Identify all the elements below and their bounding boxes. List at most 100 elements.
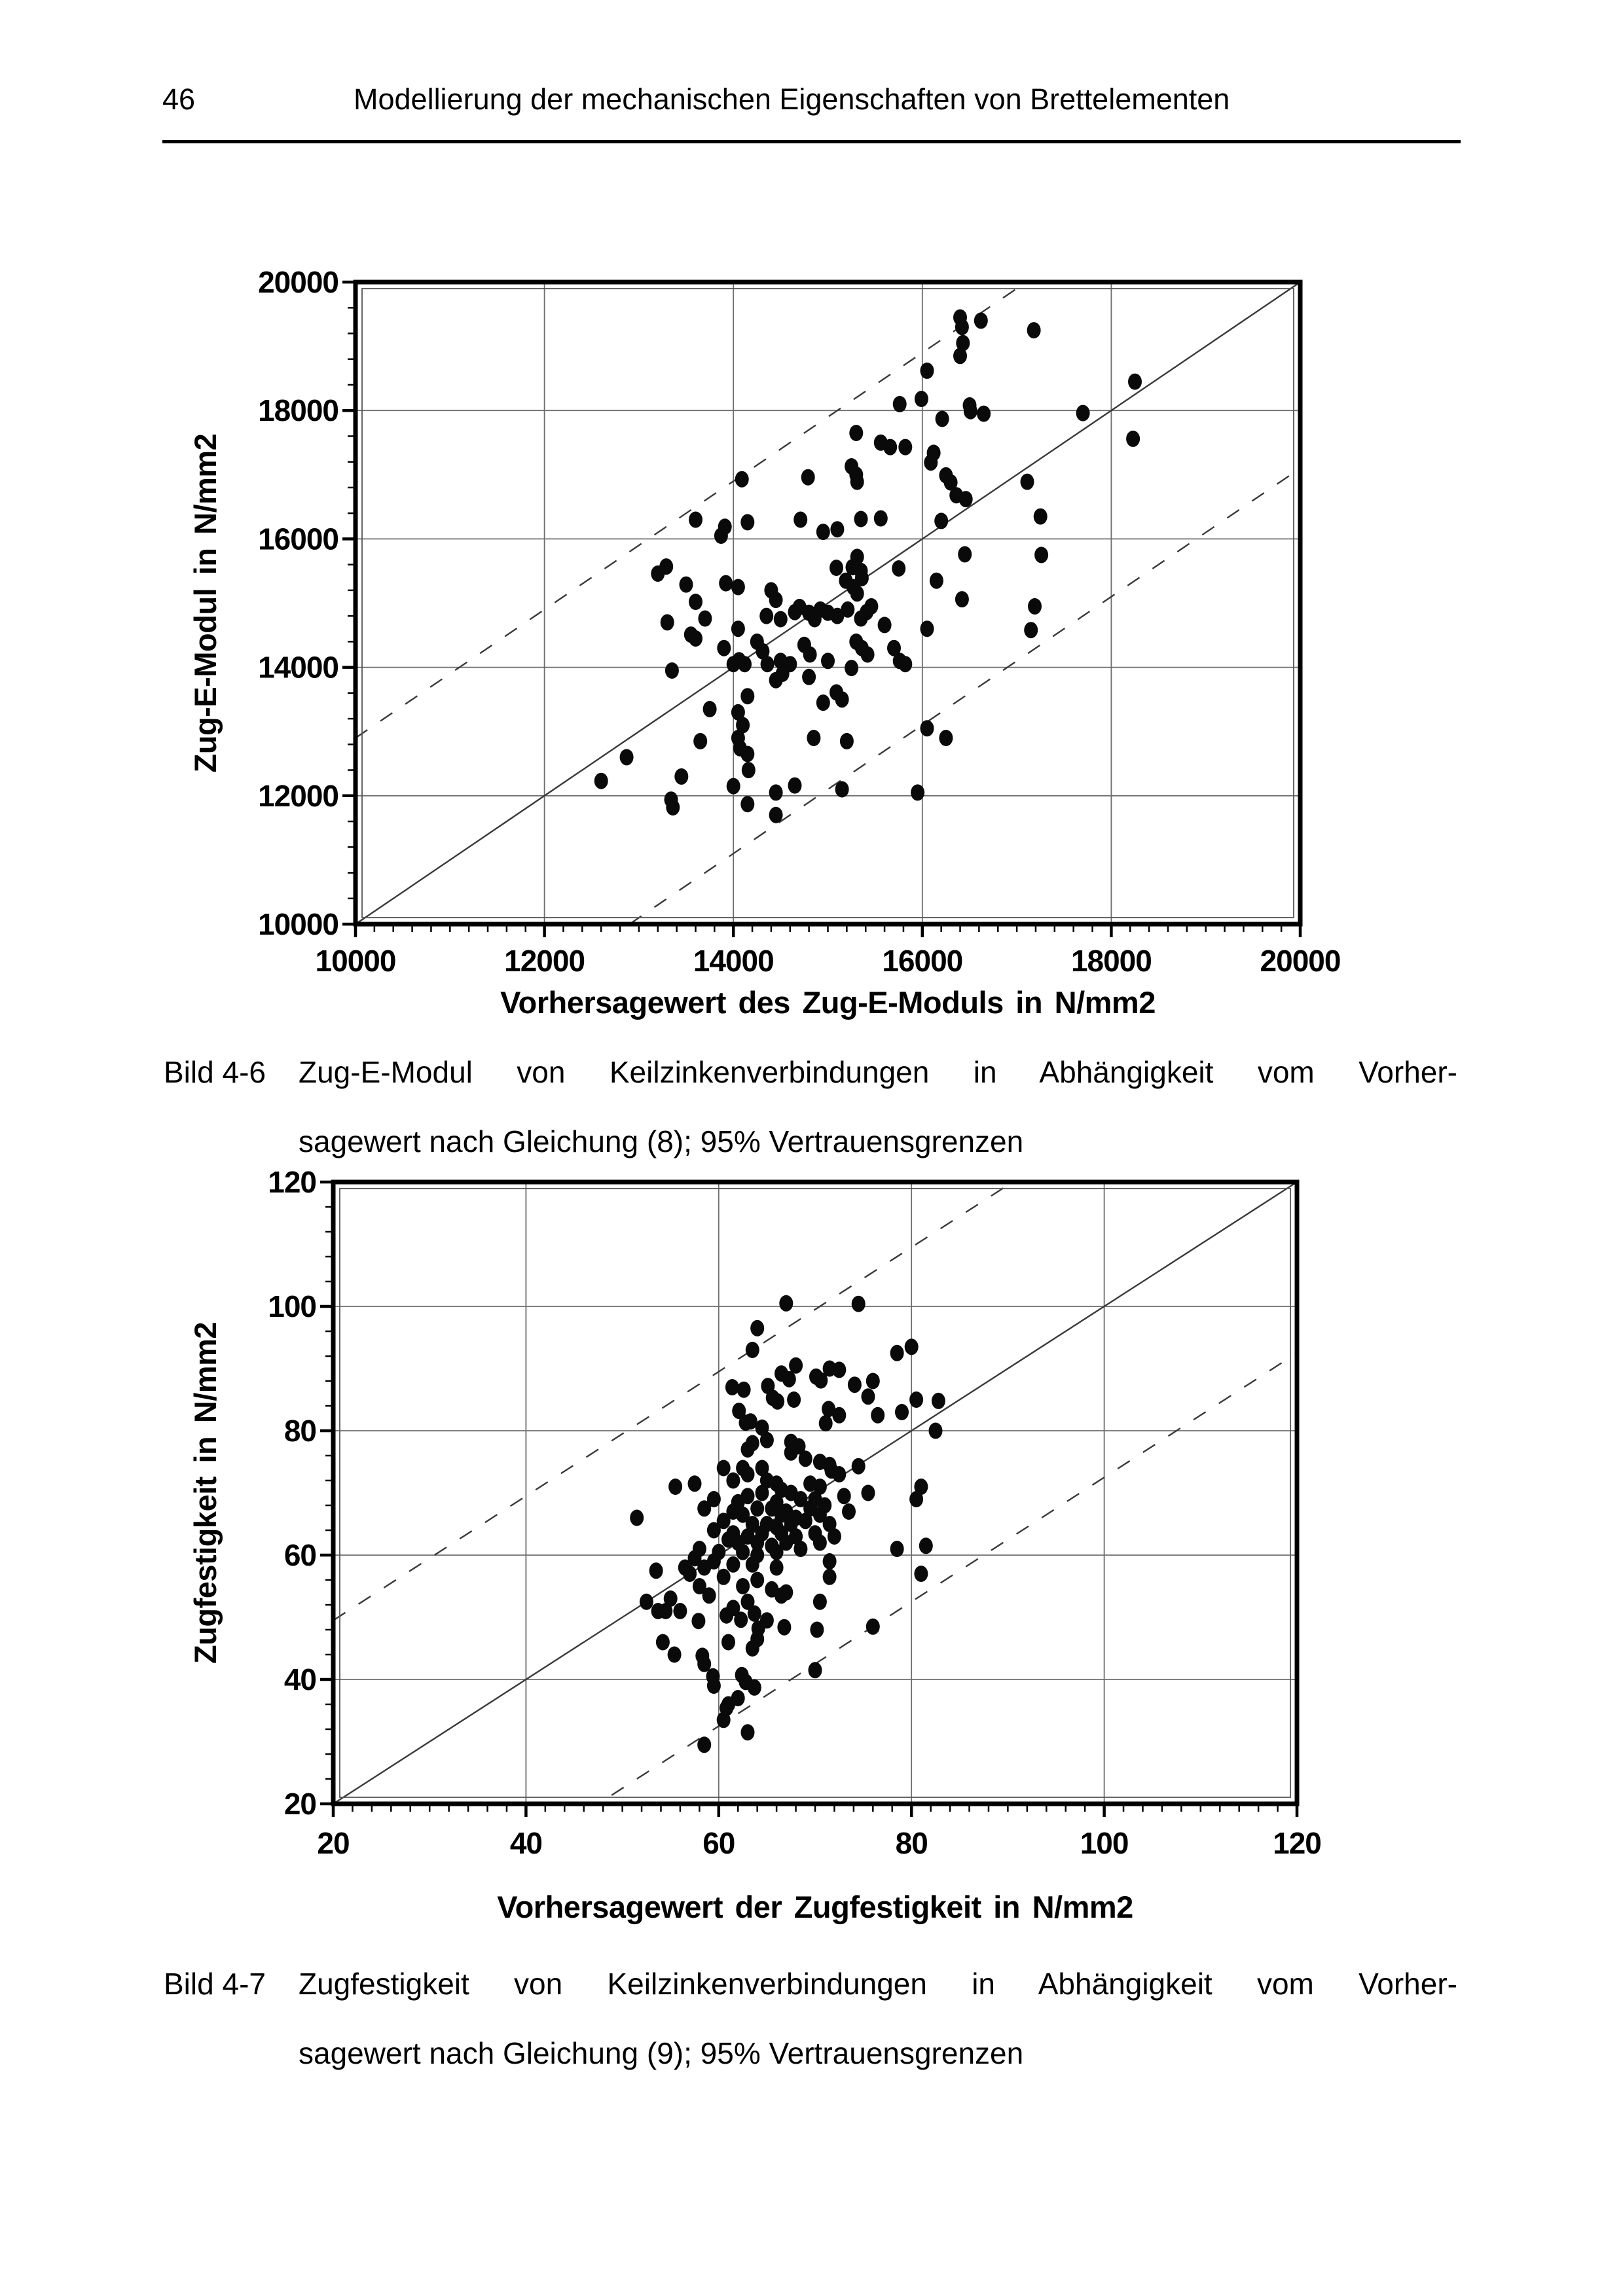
data-point <box>755 1484 769 1501</box>
data-point <box>673 1603 687 1619</box>
data-point <box>854 569 869 586</box>
data-point <box>726 1556 740 1573</box>
data-point <box>639 1593 653 1610</box>
figure-label: Bild 4-6 <box>164 1055 266 1089</box>
x-tick-label: 10000 <box>316 944 396 978</box>
header-rule <box>162 140 1461 143</box>
grid-lines <box>356 282 1300 924</box>
data-point <box>934 512 949 529</box>
data-point <box>793 1541 808 1557</box>
data-point <box>674 768 689 785</box>
data-point <box>773 611 788 628</box>
data-point <box>750 1319 765 1336</box>
data-point <box>716 1460 731 1477</box>
data-point <box>850 548 864 565</box>
data-point <box>890 1344 904 1361</box>
data-point <box>821 653 835 670</box>
x-tick-label: 12000 <box>504 944 585 978</box>
data-point <box>963 403 977 420</box>
data-point <box>779 1534 793 1551</box>
data-point <box>775 1506 788 1523</box>
data-point <box>619 749 634 766</box>
data-point <box>717 639 731 656</box>
data-point <box>801 469 815 486</box>
data-point <box>720 1607 734 1624</box>
figure-caption-2: Bild 4-7 Zugfestigkeit von Keilzinkenver… <box>164 1949 1457 2088</box>
data-point <box>841 601 855 618</box>
confidence-band-line <box>333 1182 1014 1621</box>
data-point <box>1076 404 1090 422</box>
data-point <box>864 598 879 615</box>
scatter-chart-2: 20 40 60 80 100 120 20 40 60 80 100 120 Vorhersagewe… <box>188 1165 1322 1924</box>
data-point <box>920 720 934 737</box>
data-point <box>691 1613 706 1630</box>
data-point <box>775 665 790 682</box>
data-point <box>784 1516 798 1532</box>
data-point <box>740 688 755 705</box>
data-point <box>706 1522 721 1539</box>
data-point <box>667 1646 682 1663</box>
data-point <box>812 1534 827 1551</box>
data-point <box>816 694 830 711</box>
data-point <box>837 1488 851 1505</box>
data-point <box>866 1618 880 1635</box>
data-point <box>958 546 972 563</box>
y-axis-title: Zug-E-Modul in N/mm2 <box>188 434 223 773</box>
data-point <box>738 656 752 673</box>
data-point <box>736 1543 750 1560</box>
data-point <box>731 579 745 596</box>
figure-label: Bild 4-7 <box>164 1967 266 2001</box>
data-point <box>702 1587 716 1604</box>
data-point <box>747 1679 761 1696</box>
data-point <box>706 1677 721 1694</box>
data-point <box>807 730 821 746</box>
data-point <box>816 524 830 541</box>
data-point <box>935 410 949 427</box>
data-point <box>904 1338 919 1355</box>
data-point <box>769 806 783 823</box>
data-point <box>860 646 875 663</box>
data-point <box>736 1506 750 1523</box>
data-point <box>666 799 680 816</box>
data-point <box>687 1550 702 1567</box>
data-point <box>743 1413 757 1430</box>
data-point <box>1024 622 1038 639</box>
data-point <box>702 700 717 717</box>
x-tick-label: 14000 <box>693 944 774 978</box>
data-point <box>1128 373 1142 390</box>
data-point <box>689 630 702 647</box>
x-tick-label: 60 <box>702 1826 735 1860</box>
y-tick-label: 20000 <box>258 265 338 299</box>
data-point <box>943 474 958 491</box>
data-point <box>822 1553 837 1570</box>
data-point <box>716 1513 731 1530</box>
data-point <box>689 511 702 528</box>
data-point <box>974 312 988 329</box>
data-point <box>832 1407 847 1424</box>
data-point <box>953 348 967 365</box>
data-point <box>740 1466 755 1482</box>
confidence-band-line <box>356 282 1028 739</box>
data-point <box>735 471 749 488</box>
data-point <box>697 1559 712 1576</box>
data-point <box>651 1603 665 1619</box>
y-axis-title: Zugfestigkeit in N/mm2 <box>188 1322 223 1664</box>
data-point <box>769 592 783 609</box>
data-point <box>1034 547 1049 564</box>
data-point <box>887 639 901 656</box>
data-point <box>832 1466 847 1482</box>
data-point <box>740 796 755 813</box>
data-point <box>803 646 817 663</box>
data-point <box>850 473 864 490</box>
data-point <box>750 1500 765 1517</box>
data-point <box>898 439 913 456</box>
data-point <box>740 1724 755 1741</box>
data-point <box>812 1506 827 1523</box>
data-point <box>909 1491 924 1507</box>
data-point <box>769 1543 784 1560</box>
data-point <box>750 1534 765 1551</box>
data-point <box>731 704 745 721</box>
data-point <box>731 620 745 637</box>
data-point <box>775 1587 788 1604</box>
